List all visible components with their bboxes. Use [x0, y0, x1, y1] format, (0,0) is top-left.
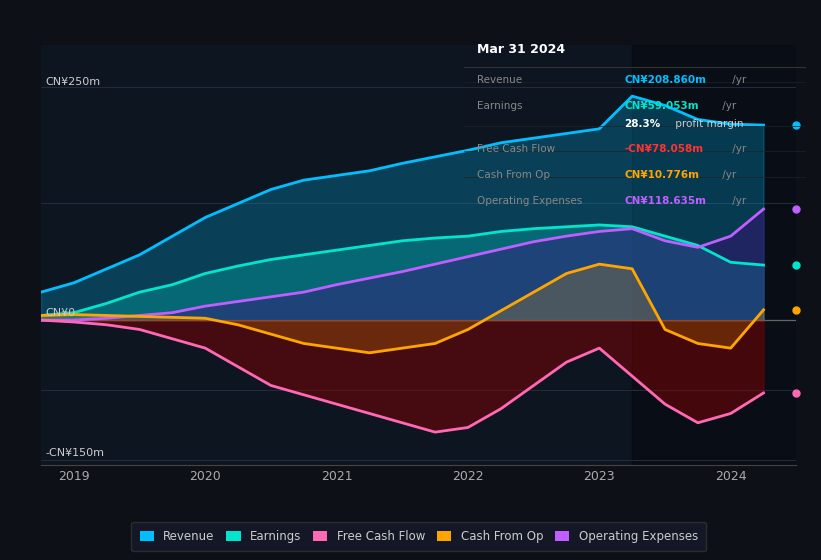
Text: Mar 31 2024: Mar 31 2024	[478, 43, 566, 56]
Text: CN¥59.053m: CN¥59.053m	[624, 101, 699, 111]
Text: CN¥0: CN¥0	[45, 308, 75, 318]
Text: /yr: /yr	[719, 101, 736, 111]
Text: -CN¥78.058m: -CN¥78.058m	[624, 144, 703, 155]
Text: Earnings: Earnings	[478, 101, 523, 111]
Text: /yr: /yr	[729, 75, 746, 85]
Text: CN¥208.860m: CN¥208.860m	[624, 75, 706, 85]
Text: /yr: /yr	[719, 170, 736, 180]
Text: Cash From Op: Cash From Op	[478, 170, 551, 180]
Text: 28.3%: 28.3%	[624, 119, 660, 129]
Text: Revenue: Revenue	[478, 75, 523, 85]
Text: /yr: /yr	[729, 144, 746, 155]
Legend: Revenue, Earnings, Free Cash Flow, Cash From Op, Operating Expenses: Revenue, Earnings, Free Cash Flow, Cash …	[131, 522, 706, 551]
Text: -CN¥150m: -CN¥150m	[45, 448, 104, 458]
Text: /yr: /yr	[729, 196, 746, 206]
Bar	[632, 45, 796, 465]
Text: profit margin: profit margin	[672, 119, 743, 129]
Text: CN¥118.635m: CN¥118.635m	[624, 196, 706, 206]
Text: CN¥250m: CN¥250m	[45, 77, 100, 87]
Text: CN¥10.776m: CN¥10.776m	[624, 170, 699, 180]
Text: Operating Expenses: Operating Expenses	[478, 196, 583, 206]
Text: Free Cash Flow: Free Cash Flow	[478, 144, 556, 155]
